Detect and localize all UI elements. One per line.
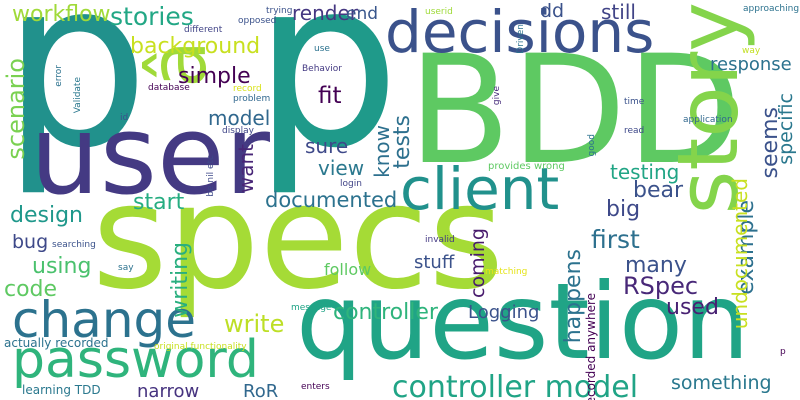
word-follow: follow [324, 260, 372, 279]
word-used: used [666, 295, 719, 320]
word-something: something [671, 372, 772, 394]
word-searching: searching [52, 240, 96, 250]
word-documented: documented [265, 188, 398, 212]
word-client: client [400, 155, 560, 223]
word-opposed: opposed [238, 16, 277, 26]
word-way: way [742, 46, 761, 56]
word-message: message [291, 303, 332, 313]
word-problem: problem [233, 94, 271, 104]
word-decisions: decisions [385, 0, 655, 66]
word-matching: matching [485, 267, 528, 277]
word-stories: stories [110, 2, 194, 31]
word-controller-model: controller model [392, 370, 639, 400]
word-password: password [12, 330, 259, 390]
word-p1: p [2, 0, 150, 199]
word-p-small: p [780, 347, 786, 357]
word-happens: happens [561, 249, 586, 344]
word-id: id [120, 113, 129, 123]
word-scenario: scenario [2, 58, 30, 160]
word-response: response [710, 54, 792, 75]
word-provides-wrong: provides wrong [488, 161, 565, 172]
word-testing: testing [610, 160, 680, 184]
word-narrow: narrow [137, 381, 200, 400]
word-view: view [318, 156, 365, 180]
word-validate: Validate [73, 77, 83, 114]
word-background: background [130, 34, 261, 59]
word-write: write [224, 310, 285, 338]
word-bear: bear [633, 178, 684, 203]
word-login: login [340, 179, 362, 189]
word-stuff: stuff [414, 252, 455, 273]
word-big: big [606, 197, 641, 222]
word-display: display [222, 126, 254, 136]
word-driven: Driven [516, 24, 526, 54]
word-approaching: approaching [743, 4, 800, 14]
word-start: start [133, 190, 185, 215]
word-original-functionality: original functionality [154, 342, 247, 352]
word-specs: specs [92, 153, 505, 322]
word-bug: bug [12, 231, 49, 253]
word-specific: specific [775, 93, 797, 165]
word-coming: coming [467, 228, 489, 298]
word-give: give [492, 86, 502, 106]
word-controller: controller [333, 300, 438, 325]
word-know: know [370, 125, 394, 178]
word-actually-recorded: actually recorded [4, 336, 109, 350]
word-fit: fit [318, 83, 342, 109]
word-many: many [625, 253, 687, 278]
word-read: read [624, 126, 645, 136]
word-rspec: RSpec [623, 272, 699, 300]
word-different: different [184, 25, 223, 35]
word-design: design [10, 203, 83, 228]
word-want: want [234, 144, 258, 194]
word-simple: simple [178, 64, 251, 89]
word-enters: enters [301, 382, 330, 392]
word-userid: userid [425, 7, 453, 17]
word-workflow: workflow [12, 2, 111, 27]
word-question: question [296, 261, 750, 383]
word-good: good [587, 134, 597, 157]
word-say: say [118, 263, 134, 273]
word-learning-tdd: learning TDD [22, 383, 101, 397]
word-writing: writing [168, 242, 193, 318]
word-recorded-anywhere: recorded anywhere [584, 293, 598, 400]
word-using: using [32, 254, 92, 279]
word-tests: tests [390, 115, 415, 169]
word-sure: sure [305, 134, 349, 158]
word-render: render [292, 1, 358, 25]
word-change: change [12, 291, 197, 349]
word-trying: trying [266, 6, 293, 16]
word-first: first [591, 225, 640, 254]
word-error: error [54, 65, 64, 87]
word-still: still [601, 0, 636, 24]
word-ror: RoR [243, 381, 279, 400]
word-time: time [624, 97, 645, 107]
word-use: use [314, 44, 330, 54]
word-database: database [148, 83, 190, 93]
word-model: model [208, 106, 271, 130]
word-dd: dd [540, 0, 565, 22]
word-invalid: invalid [425, 235, 455, 245]
word-code: code [4, 277, 58, 302]
word-behavior: Behavior [302, 64, 342, 74]
word-bdd: BDD [408, 24, 742, 198]
word-user: user [30, 91, 270, 219]
word-end: end [346, 4, 379, 24]
word-record: record [233, 84, 262, 94]
word-p2: p [253, 0, 401, 199]
word-logging: Logging [468, 302, 540, 323]
word-undocumented: undocumented [728, 178, 752, 330]
word-be-nil-etc: be nil etc [206, 155, 216, 197]
word-application: application [683, 115, 733, 125]
